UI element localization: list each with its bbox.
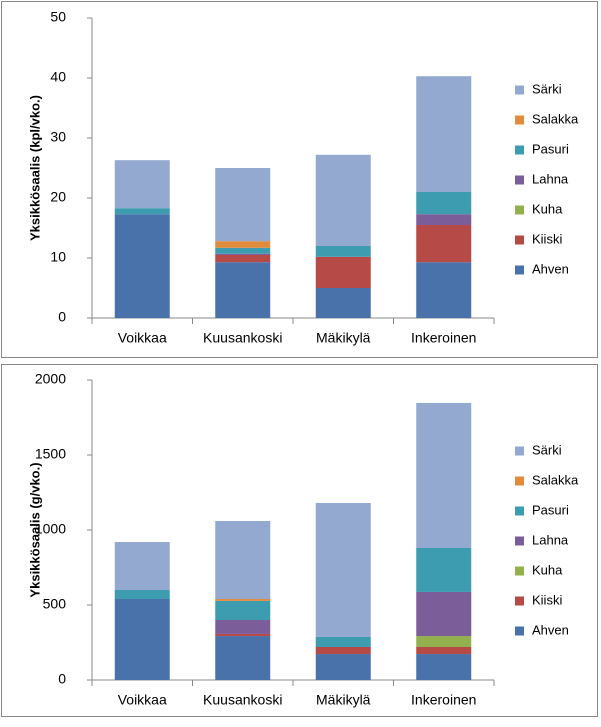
legend-label: Lahna [532,171,569,186]
x-tick-label: Kuusankoski [203,330,282,346]
bar-segment [416,636,472,647]
legend-label: Lahna [532,532,569,547]
y-tick-label: 0 [58,309,66,325]
bar-segment [315,503,371,637]
x-tick-label: Inkeroinen [411,330,476,346]
legend-swatch [515,115,524,125]
legend-label: Särki [532,81,562,96]
bar-segment [416,647,472,655]
x-tick-label: Voikkaa [118,692,167,708]
legend-label: Salakka [532,472,579,487]
legend-swatch [515,175,524,185]
legend-swatch [515,265,524,275]
x-tick-label: Mäkikylä [316,692,371,708]
bar-segment [416,591,472,637]
legend-swatch [515,235,524,245]
bar-segment [416,214,472,225]
y-tick-label: 500 [43,596,67,612]
bar-segment [215,599,271,601]
y-axis-label: Yksikkösaalis (kpl/vko.) [27,95,42,241]
legend-label: Ahven [532,261,569,276]
bar-segment [215,633,271,637]
bar-segment [215,255,271,263]
bar-segment [215,241,271,248]
bar-segment [215,636,271,680]
legend-label: Ahven [532,622,569,637]
bar-segment [215,620,271,634]
chart-border [1,364,598,717]
legend-label: Kuha [532,201,563,216]
legend-swatch [515,626,524,636]
bar-segment [315,256,371,288]
y-tick-label: 1500 [35,446,66,462]
y-tick-label: 1000 [35,521,66,537]
y-tick-label: 20 [50,189,66,205]
x-tick-label: Voikkaa [118,330,167,346]
bar-segment [416,225,472,263]
y-tick-label: 0 [58,671,66,687]
legend-swatch [515,506,524,516]
legend-swatch [515,566,524,576]
y-tick-label: 2000 [35,371,66,387]
legend-swatch [515,205,524,215]
chart-border [1,1,598,358]
legend-label: Kiiski [532,592,562,607]
bar-segment [215,262,271,318]
bar-segment [215,168,271,242]
bar-segment [215,521,271,599]
legend-swatch [515,536,524,546]
y-tick-label: 50 [50,9,66,25]
bar-segment [315,246,371,257]
x-tick-label: Inkeroinen [411,692,476,708]
bar-segment [114,160,170,209]
x-tick-label: Kuusankoski [203,692,282,708]
bar-segment [416,402,472,548]
bar-segment [215,247,271,254]
legend-swatch [515,476,524,486]
bar-segment [416,262,472,318]
bar-segment [315,654,371,680]
bar-segment [416,548,472,592]
y-axis-label: Yksikkösaalis (g/vko.) [27,462,42,597]
bar-segment [315,647,371,655]
bar-segment [114,208,170,215]
legend-label: Pasuri [532,141,569,156]
legend-label: Pasuri [532,502,569,517]
legend-swatch [515,596,524,606]
legend-label: Särki [532,442,562,457]
bar-segment [416,76,472,192]
legend-label: Salakka [532,111,579,126]
bar-segment [215,253,271,255]
bar-segment [315,154,371,246]
legend-label: Kuha [532,562,563,577]
legend-label: Kiiski [532,231,562,246]
bar-segment [114,590,170,599]
legend-swatch [515,85,524,95]
bar-segment [114,599,170,680]
bar-segment [416,192,472,215]
bar-segment [315,636,371,647]
y-tick-label: 10 [50,249,66,265]
bar-segment [416,654,472,680]
legend-swatch [515,446,524,456]
legend-swatch [515,145,524,155]
bar-segment [315,288,371,318]
x-tick-label: Mäkikylä [316,330,371,346]
bar-segment [114,542,170,590]
bar-segment [215,600,271,620]
y-tick-label: 40 [50,69,66,85]
bar-segment [114,214,170,318]
y-tick-label: 30 [50,129,66,145]
